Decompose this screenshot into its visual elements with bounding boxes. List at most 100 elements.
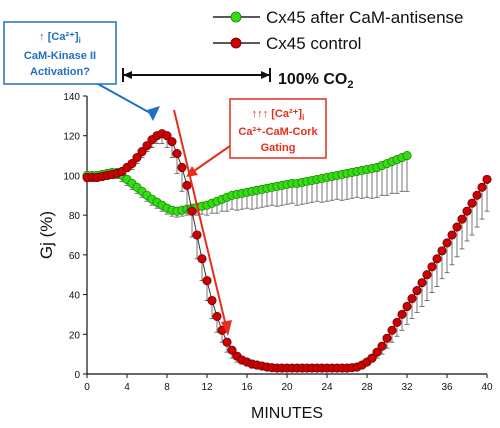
co2-label-subscript: 2 <box>347 79 353 91</box>
data-point <box>142 141 152 151</box>
annotation-cork-line1: ↑↑↑ [Ca²⁺]i <box>252 108 305 122</box>
y-tick-label: 60 <box>69 251 81 262</box>
x-tick-label: 20 <box>281 382 293 393</box>
legend-marker-green <box>230 11 242 23</box>
y-axis-label: Gj (%) <box>37 211 56 259</box>
co2-label-text: 100% CO <box>278 71 347 88</box>
data-point <box>482 174 492 184</box>
data-point <box>467 198 477 208</box>
annotation-camkii-line3: Activation? <box>30 66 90 78</box>
data-point <box>172 149 182 159</box>
x-tick-label: 32 <box>401 382 413 393</box>
legend-marker-red <box>230 37 242 49</box>
legend-item-green: Cx45 after CaM-antisense <box>213 8 463 27</box>
data-point <box>392 317 402 327</box>
series-layer <box>82 129 492 373</box>
co2-label: 100% CO2 <box>278 71 354 91</box>
data-point <box>367 353 377 363</box>
data-point <box>417 278 427 288</box>
data-point <box>377 341 387 351</box>
annotation-cork-line1-sub: i <box>302 113 304 122</box>
annotation-cork-drop-arrowhead <box>221 320 232 336</box>
annotation-cork-line1-text: ↑↑↑ [Ca²⁺] <box>252 108 303 120</box>
y-tick-label: 140 <box>63 92 80 103</box>
y-tick-label: 100 <box>63 171 80 182</box>
data-point <box>387 325 397 335</box>
annotation-camkii-box <box>3 21 117 85</box>
annotation-cork-box <box>229 98 327 159</box>
data-point <box>212 311 222 321</box>
data-point <box>402 151 412 161</box>
data-point <box>427 262 437 272</box>
data-point <box>177 162 187 173</box>
data-point <box>132 153 142 163</box>
x-tick-label: 12 <box>201 382 213 393</box>
data-point <box>472 190 482 200</box>
data-point <box>187 206 197 216</box>
y-tick-label: 120 <box>63 132 80 143</box>
x-tick-label: 40 <box>481 382 493 393</box>
data-point <box>452 222 462 232</box>
annotation-camkii-line1: ↑ [Ca²⁺]i <box>39 31 81 45</box>
data-point <box>432 254 442 264</box>
axes: 0 20 40 60 80 100 120 140 0 4 8 12 16 20 24 28 32 36 40 MIN… <box>37 92 493 422</box>
data-point <box>477 182 487 192</box>
y-tick-label: 80 <box>69 211 81 222</box>
data-point <box>407 293 417 304</box>
data-point <box>127 158 137 169</box>
legend: Cx45 after CaM-antisense Cx45 control <box>213 8 463 53</box>
x-axis-label: MINUTES <box>251 405 323 422</box>
annotation-cork-gating: ↑↑↑ [Ca²⁺]i Ca²⁺-CaM-Cork Gating <box>173 98 327 336</box>
co2-bar-left-arrow <box>123 71 132 79</box>
data-point <box>422 270 432 280</box>
data-point <box>437 246 447 256</box>
annotation-cork-drop-arrow <box>173 109 227 327</box>
data-point <box>192 230 202 240</box>
x-tick-label: 28 <box>361 382 373 393</box>
co2-bar-right-arrow <box>261 71 270 79</box>
data-point <box>182 180 192 190</box>
y-tick-label: 20 <box>69 330 81 341</box>
x-tick-label: 16 <box>241 382 253 393</box>
annotation-camkii: ↑ [Ca²⁺]i CaM-Kinase II Activation? <box>3 21 160 121</box>
annotation-cork-line2: Ca²⁺-CaM-Cork <box>238 126 318 138</box>
data-point <box>197 254 207 264</box>
legend-label-red: Cx45 control <box>266 34 361 53</box>
y-tick-label: 0 <box>74 370 80 381</box>
x-tick-label: 24 <box>321 382 333 393</box>
annotation-cork-line3: Gating <box>261 142 296 154</box>
data-point <box>137 147 147 157</box>
data-point <box>202 276 212 286</box>
data-point <box>412 286 422 296</box>
data-point <box>402 301 412 312</box>
data-point <box>382 333 392 343</box>
data-point <box>207 295 217 306</box>
series-control <box>82 129 492 373</box>
x-tick-label: 36 <box>441 382 453 393</box>
series-line <box>87 133 488 369</box>
x-tick-label: 8 <box>164 382 170 393</box>
x-tick-label: 0 <box>84 382 90 393</box>
data-point <box>447 230 457 240</box>
annotation-camkii-line1-sub: i <box>79 36 81 45</box>
annotation-camkii-arrowhead <box>147 106 160 121</box>
data-point <box>462 206 472 216</box>
legend-item-red: Cx45 control <box>213 34 361 53</box>
data-point <box>162 131 172 141</box>
data-point <box>442 238 452 248</box>
data-point <box>457 214 467 224</box>
data-point <box>222 337 232 347</box>
annotation-camkii-arrow <box>97 83 153 115</box>
co2-bar: 100% CO2 <box>122 68 354 91</box>
annotation-cork-pointer <box>193 145 231 172</box>
data-point <box>397 309 407 319</box>
data-point <box>372 347 382 357</box>
data-point <box>167 137 177 147</box>
annotation-camkii-line2: CaM-Kinase II <box>24 50 96 62</box>
annotation-camkii-line1-text: ↑ [Ca²⁺] <box>39 31 79 43</box>
data-point <box>227 345 237 355</box>
x-tick-label: 4 <box>124 382 130 393</box>
legend-label-green: Cx45 after CaM-antisense <box>266 8 463 27</box>
y-tick-label: 40 <box>69 291 81 302</box>
